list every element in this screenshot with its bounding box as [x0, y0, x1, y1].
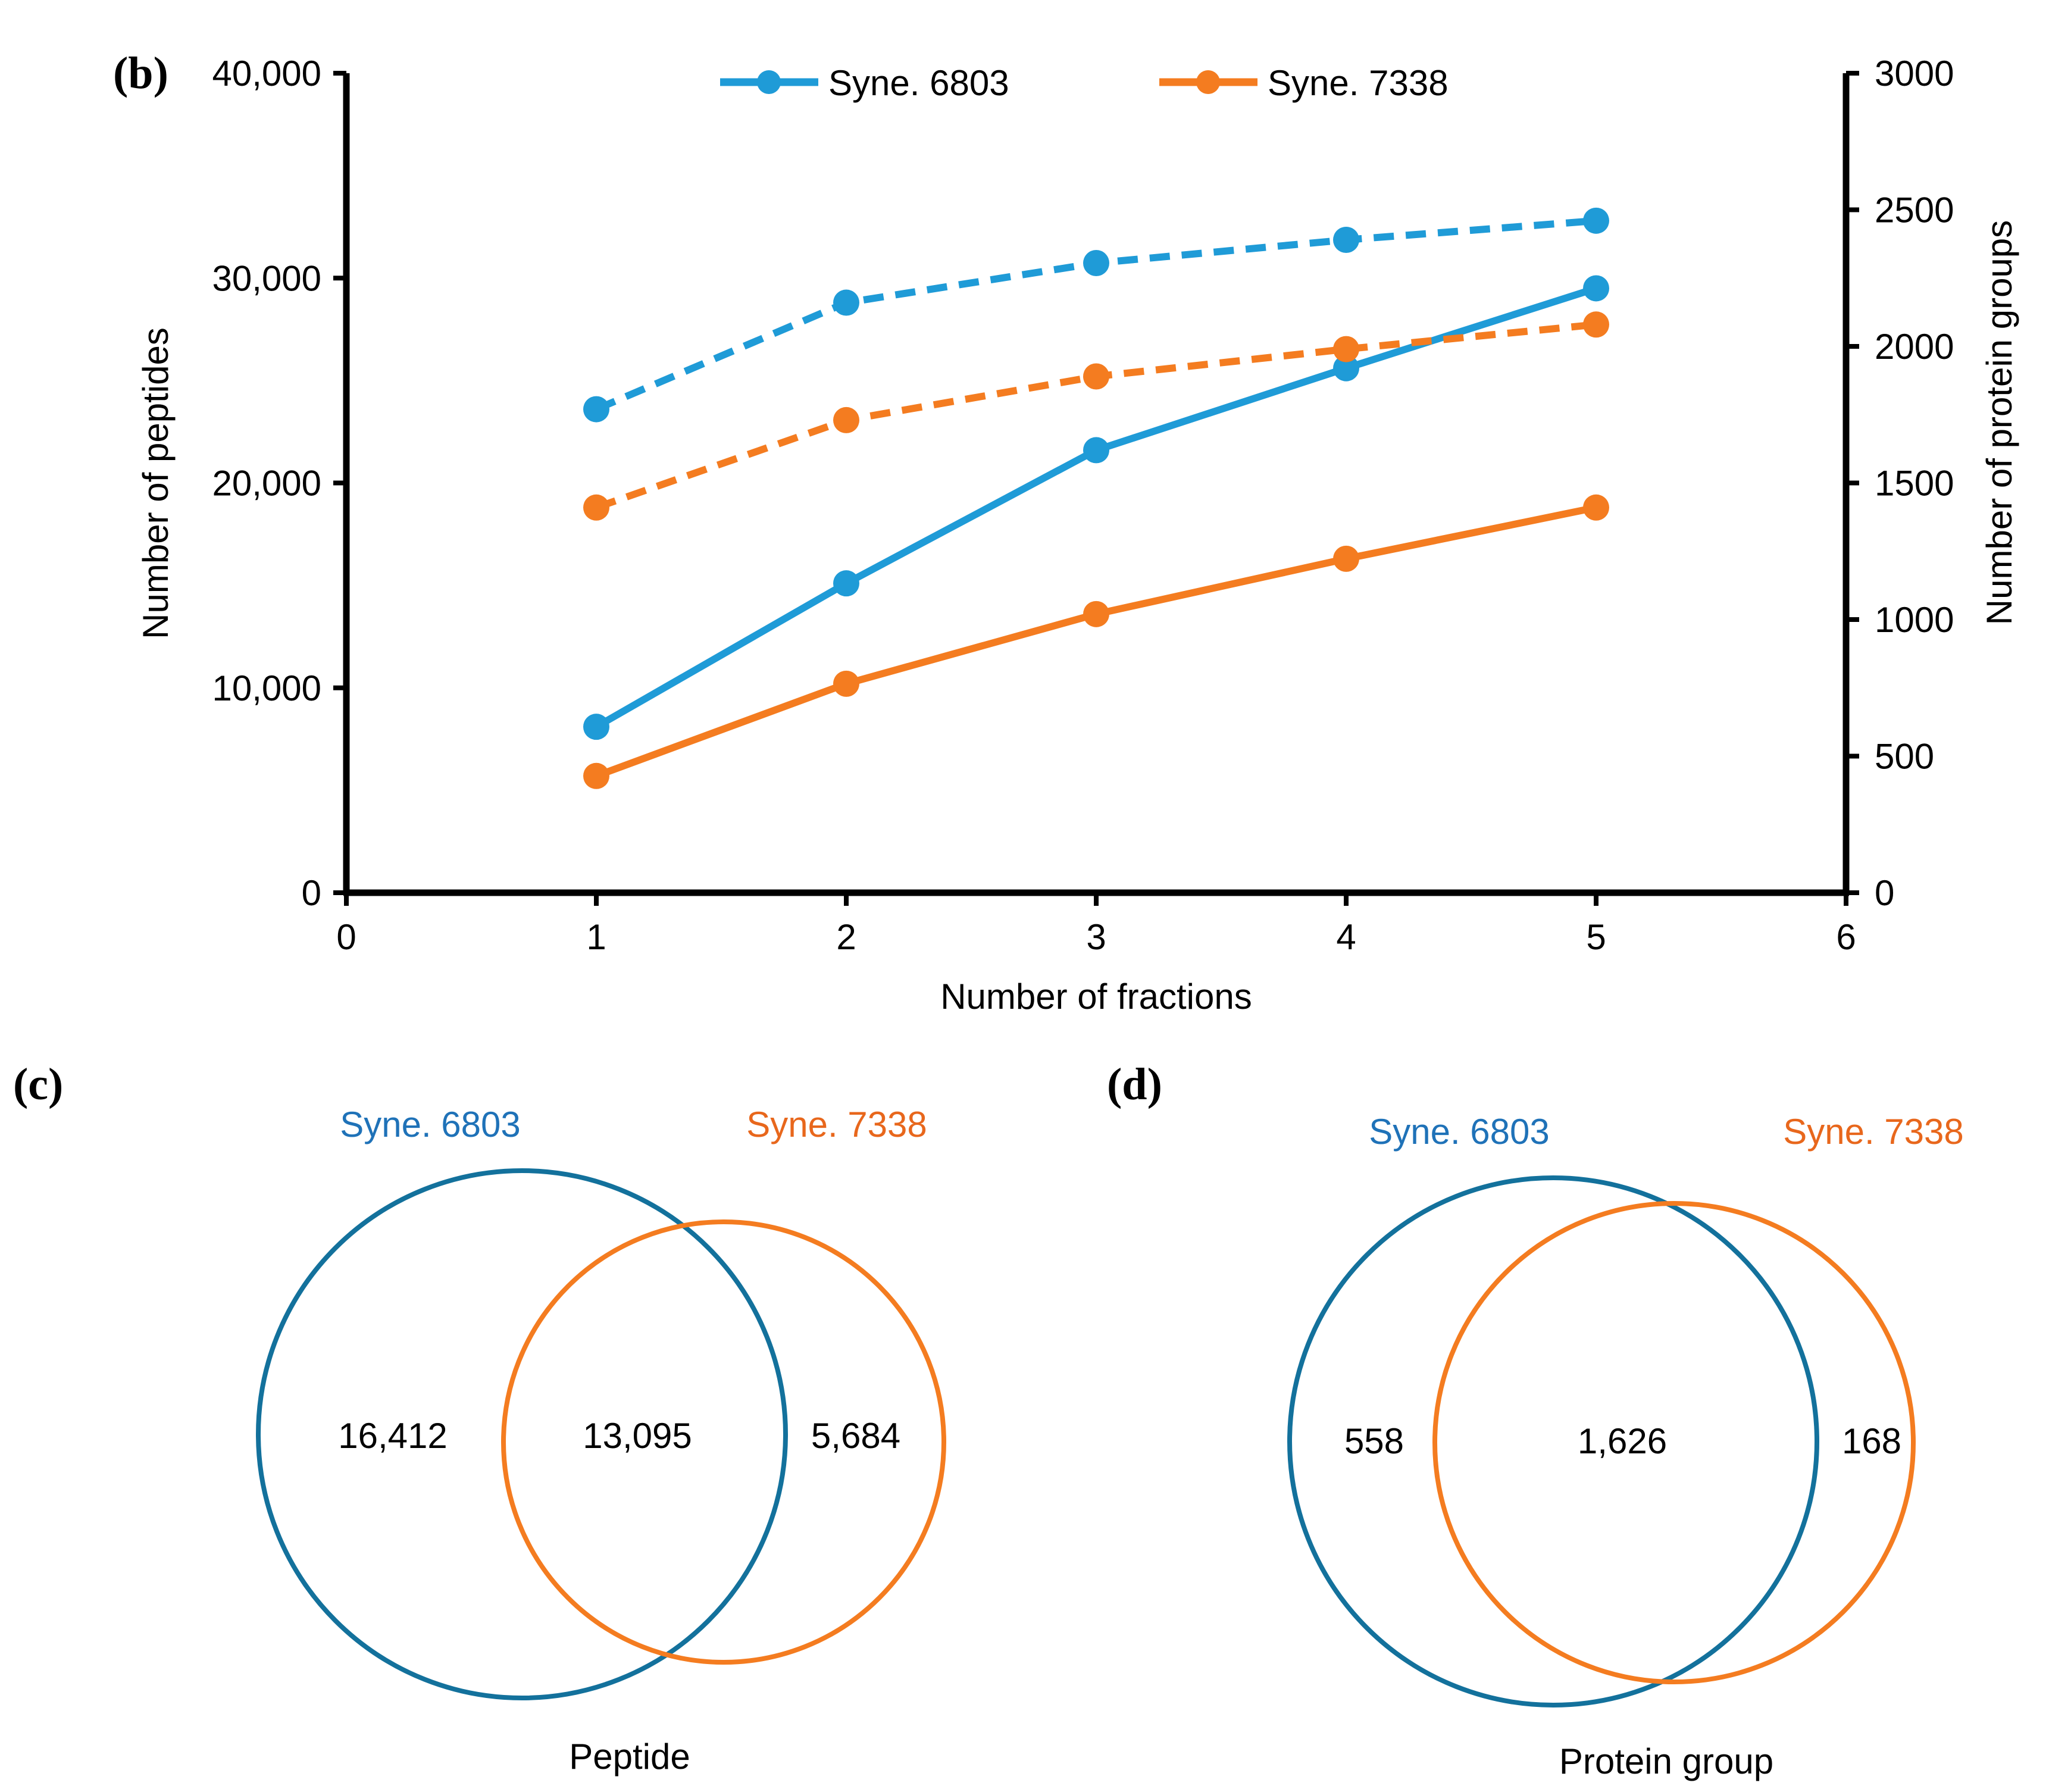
series-syne6803-peptides-point — [1083, 437, 1109, 464]
series-syne7338-peptides-point — [583, 762, 609, 789]
y-axis-title: Number of peptides — [136, 327, 176, 639]
x-axis-title: Number of fractions — [940, 977, 1252, 1017]
panel-label-b: (b) — [113, 48, 168, 98]
legend-item-syne-7338: Syne. 7338 — [1159, 63, 1449, 103]
x-tick-label: 5 — [1586, 917, 1606, 957]
axes — [343, 73, 1850, 896]
series-syne7338-peptides-point — [1333, 545, 1359, 572]
venn-protein-label-6803: Syne. 6803 — [1369, 1112, 1550, 1152]
venn-peptide-overlap: 13,095 — [583, 1416, 692, 1456]
series-syne6803-peptides-point — [833, 570, 859, 597]
venn-peptide-only-7338: 5,684 — [811, 1416, 900, 1456]
venn-protein: (d) Syne. 6803 Syne. 7338 558 1,626 168 … — [1107, 1059, 1964, 1781]
series-syne6803-peptides-point — [1333, 355, 1359, 381]
panel-label-c: (c) — [13, 1059, 63, 1109]
venn-peptide-label-7338: Syne. 7338 — [746, 1105, 927, 1144]
x-tick-label: 1 — [586, 917, 606, 957]
y2-tick-label: 0 — [1875, 873, 1894, 913]
x-tick-label: 0 — [336, 917, 356, 957]
x-tick-label: 6 — [1836, 917, 1856, 957]
legend-item-syne-6803: Syne. 6803 — [720, 63, 1009, 103]
legend-marker-7338 — [1196, 70, 1220, 94]
legend-marker-6803 — [757, 70, 781, 94]
panel-label-d: (d) — [1107, 1059, 1162, 1109]
y2-axis-title: Number of protein groups — [1979, 220, 2019, 625]
y-tick-label: 0 — [302, 873, 321, 913]
y-tick-label: 30,000 — [212, 258, 321, 298]
series-syne6803-peptides-line — [595, 284, 1597, 730]
series-syne7338-peptides-point — [1583, 494, 1609, 521]
series-syne6803-protein-groups-point — [1083, 250, 1109, 277]
venn-peptide: (c) Syne. 6803 Syne. 7338 16,412 13,095 … — [13, 1059, 946, 1777]
series-syne7338-peptides-point — [1083, 601, 1109, 627]
venn-peptide-only-6803: 16,412 — [338, 1416, 448, 1456]
y2-tick-label: 2000 — [1875, 327, 1954, 367]
series-syne6803-protein-groups-point — [833, 289, 859, 316]
venn-peptide-circle-7338 — [501, 1219, 946, 1665]
venn-protein-circle-7338 — [1432, 1201, 1916, 1684]
venn-protein-circle-6803 — [1287, 1175, 1819, 1707]
series-syne7338-protein-groups-point — [1333, 336, 1359, 362]
series-syne6803-protein-groups-point — [1333, 226, 1359, 253]
x-tick-label: 3 — [1086, 917, 1106, 957]
series-syne6803-protein-groups-point — [1583, 207, 1609, 234]
y2-tick-label: 2500 — [1875, 190, 1954, 230]
series-syne7338-protein-groups-point — [833, 406, 859, 433]
series-syne7338-peptides-point — [833, 670, 859, 697]
venn-peptide-circle-6803 — [256, 1168, 788, 1700]
series-syne7338-protein-groups-point — [1583, 311, 1609, 338]
y-tick-label: 10,000 — [212, 668, 321, 708]
y-ticks: 0 10,000 20,000 30,000 40,000 — [212, 54, 346, 913]
series-syne6803-protein-groups-point — [583, 396, 609, 423]
legend-label-6803: Syne. 6803 — [828, 63, 1009, 103]
line-chart: (b) 0 1 2 3 4 5 6 0 10,000 20,000 30,000 40,000 0 5… — [113, 48, 2019, 1017]
venn-protein-label-7338: Syne. 7338 — [1783, 1112, 1964, 1152]
y2-tick-label: 1500 — [1875, 464, 1954, 503]
y2-tick-label: 500 — [1875, 737, 1934, 777]
series-syne6803-peptides-point — [1583, 275, 1609, 302]
y-tick-label: 20,000 — [212, 464, 321, 503]
legend-label-7338: Syne. 7338 — [1268, 63, 1449, 103]
series-syne6803-peptides-point — [583, 714, 609, 740]
venn-protein-overlap: 1,626 — [1578, 1421, 1667, 1461]
venn-peptide-title: Peptide — [569, 1737, 690, 1777]
series-syne7338-protein-groups-point — [1083, 363, 1109, 390]
y2-tick-label: 1000 — [1875, 600, 1954, 640]
x-tick-label: 2 — [836, 917, 856, 957]
x-ticks: 0 1 2 3 4 5 6 — [336, 893, 1856, 957]
y2-ticks: 0 500 1000 1500 2000 2500 3000 — [1846, 54, 1954, 913]
venn-protein-only-7338: 168 — [1842, 1421, 1901, 1461]
legend: Syne. 6803 Syne. 7338 — [720, 63, 1449, 103]
venn-protein-title: Protein group — [1559, 1741, 1773, 1781]
x-tick-label: 4 — [1336, 917, 1356, 957]
venn-protein-only-6803: 558 — [1344, 1421, 1404, 1461]
series-syne7338-protein-groups-line — [595, 321, 1597, 511]
series-layer — [583, 207, 1609, 789]
series-syne7338-protein-groups-point — [583, 494, 609, 521]
venn-peptide-label-6803: Syne. 6803 — [340, 1105, 521, 1144]
y-tick-label: 40,000 — [212, 54, 321, 93]
y2-tick-label: 3000 — [1875, 54, 1954, 93]
